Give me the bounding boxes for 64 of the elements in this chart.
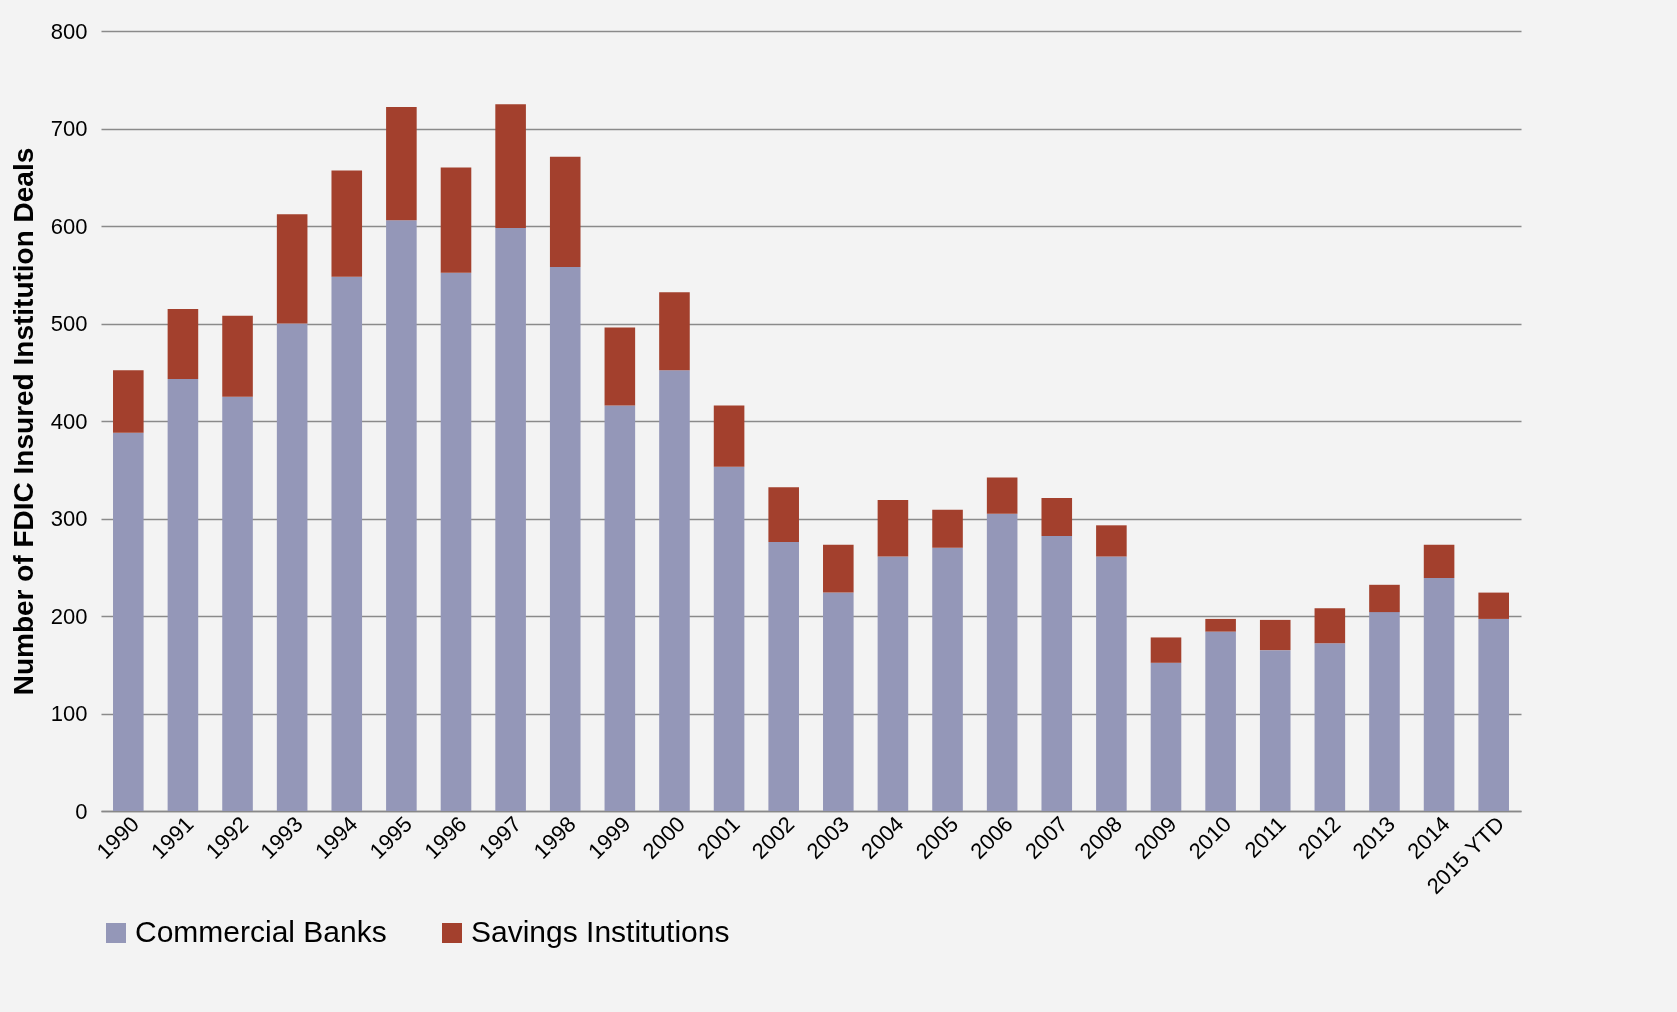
bar bbox=[823, 544, 854, 593]
bar bbox=[113, 432, 144, 811]
bar bbox=[167, 308, 199, 380]
y-tick-label: 200 bbox=[50, 603, 88, 629]
bar bbox=[604, 327, 636, 406]
y-tick-label: 500 bbox=[50, 311, 88, 336]
bar bbox=[113, 370, 144, 433]
bar bbox=[1314, 608, 1346, 644]
bar bbox=[986, 513, 1018, 811]
bar bbox=[1150, 662, 1182, 811]
bar bbox=[440, 167, 472, 273]
bar bbox=[1259, 619, 1291, 651]
bar bbox=[768, 541, 799, 811]
legend-label: Savings Institutions bbox=[471, 915, 730, 948]
bar bbox=[823, 592, 854, 811]
bar bbox=[1205, 631, 1236, 811]
y-tick-label: 300 bbox=[50, 506, 88, 531]
bar bbox=[1150, 637, 1182, 663]
bar bbox=[1096, 525, 1127, 557]
bar bbox=[276, 214, 308, 324]
bar bbox=[1478, 592, 1509, 619]
bar bbox=[222, 315, 253, 397]
bar bbox=[386, 107, 417, 221]
bar bbox=[659, 370, 690, 811]
legend-label: Commercial Banks bbox=[135, 915, 387, 948]
bar bbox=[331, 170, 363, 277]
bar bbox=[1041, 498, 1073, 537]
bar bbox=[386, 220, 417, 811]
y-tick-label: 100 bbox=[50, 701, 88, 726]
bar bbox=[604, 405, 636, 811]
bar bbox=[932, 509, 963, 548]
y-axis-title: Number of FDIC Insured Institution Deals bbox=[7, 147, 39, 696]
bar bbox=[986, 477, 1018, 514]
bar bbox=[932, 547, 963, 811]
bar bbox=[659, 292, 690, 371]
bar bbox=[713, 466, 745, 811]
bar bbox=[549, 266, 581, 811]
bar bbox=[877, 556, 909, 811]
bar bbox=[1041, 536, 1073, 811]
bar bbox=[331, 276, 363, 811]
y-tick-label: 700 bbox=[50, 116, 88, 141]
bar bbox=[440, 272, 472, 811]
bar bbox=[276, 323, 308, 811]
bar bbox=[1259, 650, 1291, 811]
bar bbox=[495, 227, 526, 811]
bar bbox=[1369, 612, 1400, 811]
bar bbox=[877, 499, 909, 557]
bar bbox=[1423, 544, 1455, 578]
y-tick-label: 800 bbox=[50, 18, 88, 44]
bar bbox=[1205, 618, 1236, 632]
bar bbox=[713, 405, 745, 467]
bar bbox=[222, 396, 253, 811]
bar bbox=[495, 104, 526, 228]
bar bbox=[1423, 577, 1455, 811]
bar bbox=[167, 379, 199, 811]
bar bbox=[1369, 584, 1400, 613]
y-tick-label: 0 bbox=[75, 798, 88, 824]
bar bbox=[1096, 556, 1127, 811]
bar bbox=[1478, 618, 1509, 811]
bar bbox=[768, 487, 799, 542]
y-tick-label: 400 bbox=[50, 408, 88, 434]
bar bbox=[549, 156, 581, 267]
bar bbox=[1314, 643, 1346, 811]
y-tick-label: 600 bbox=[50, 213, 88, 239]
